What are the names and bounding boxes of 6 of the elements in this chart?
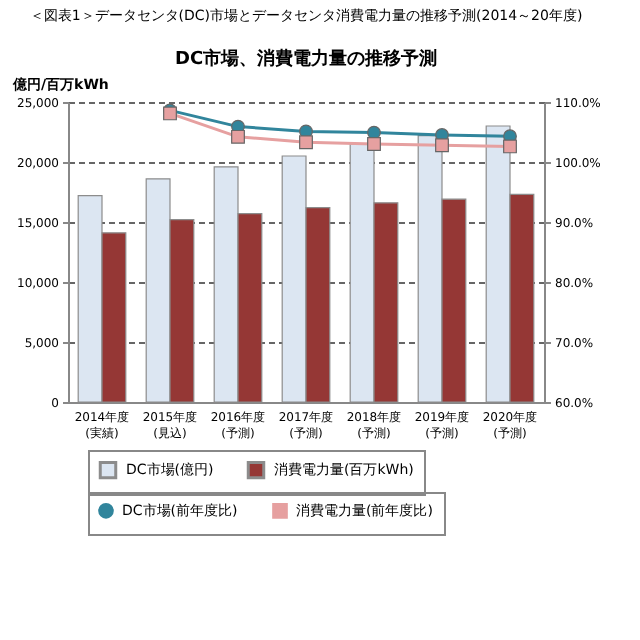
point bbox=[367, 137, 381, 151]
point bbox=[299, 135, 313, 150]
chart-subtitle: DC市場、消費電力量の推移予測 bbox=[174, 48, 438, 70]
point bbox=[435, 138, 449, 153]
point bbox=[503, 139, 517, 154]
point bbox=[231, 129, 245, 144]
